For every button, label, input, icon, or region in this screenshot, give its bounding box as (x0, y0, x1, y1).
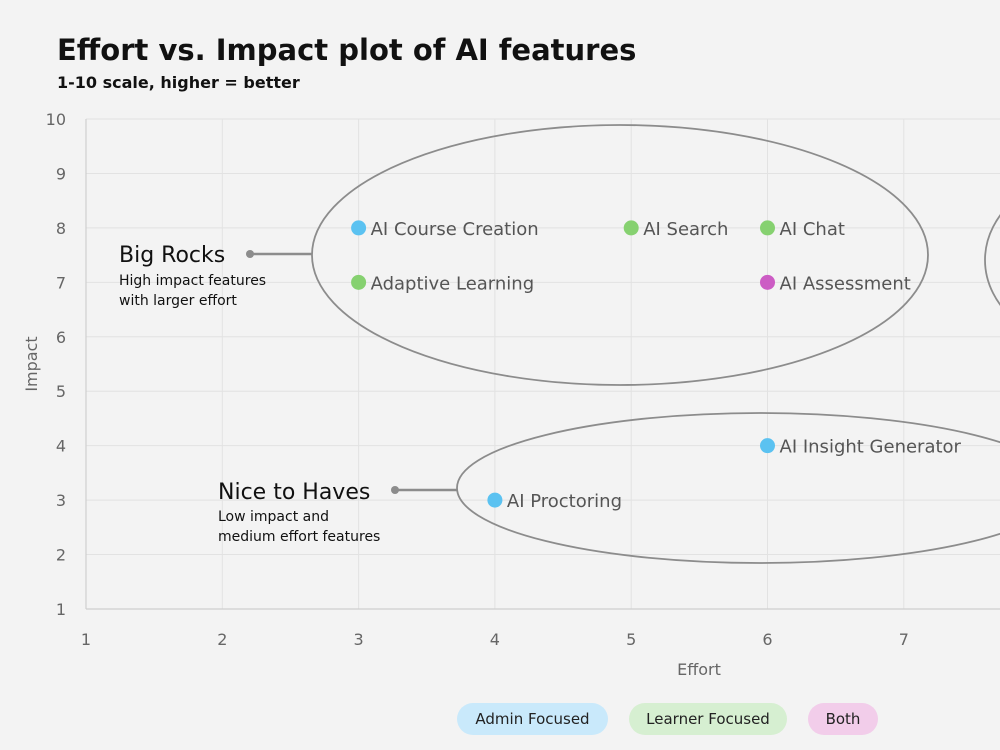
data-point-label: AI Search (643, 219, 728, 240)
y-tick-label: 3 (56, 491, 66, 510)
data-point-label: AI Chat (780, 219, 845, 240)
data-point (487, 492, 503, 508)
x-tick-label: 4 (490, 630, 500, 649)
y-tick-label: 4 (56, 437, 66, 456)
y-tick-label: 8 (56, 219, 66, 238)
big-rocks-connector-dot (246, 250, 254, 258)
x-tick-label: 7 (899, 630, 909, 649)
legend-both: Both (808, 703, 878, 735)
legend-learner-focused: Learner Focused (629, 703, 787, 735)
big-rocks-title: Big Rocks (119, 243, 225, 268)
data-points: AI Course Creation AI Search AI Chat Adapti… (351, 219, 962, 512)
x-tick-label: 3 (354, 630, 364, 649)
data-point (760, 438, 775, 454)
data-point-label: AI Course Creation (371, 219, 539, 240)
data-point (760, 220, 775, 236)
nice-to-haves-connector-dot (391, 486, 399, 494)
y-tick-label: 2 (56, 546, 66, 565)
data-point (351, 274, 367, 290)
data-point-label: AI Assessment (780, 273, 911, 294)
y-tick-label: 7 (56, 273, 66, 292)
data-point (760, 274, 775, 290)
data-point (351, 220, 367, 236)
legend-admin-focused: Admin Focused (457, 703, 608, 735)
y-tick-label: 1 (56, 600, 66, 619)
y-axis-label: Impact (22, 336, 41, 391)
x-tick-label: 5 (626, 630, 636, 649)
axes: 1 2 3 4 5 6 7 8 9 10 1 2 3 4 5 6 7 Effort Impact (22, 110, 1000, 679)
nice-to-haves-desc-line2: medium effort features (218, 529, 380, 545)
group-ellipses (311, 124, 1000, 564)
big-rocks-desc-line2: with larger effort (119, 293, 237, 309)
y-tick-label: 6 (56, 328, 66, 347)
data-point (623, 220, 639, 236)
partial-ellipse-right (984, 214, 1000, 306)
chart-title: Effort vs. Impact plot of AI features (57, 33, 637, 67)
x-tick-label: 2 (217, 630, 227, 649)
data-point-label: Adaptive Learning (371, 273, 535, 294)
y-tick-label: 9 (56, 164, 66, 183)
big-rocks-desc-line1: High impact features (119, 273, 266, 289)
x-tick-label: 6 (762, 630, 772, 649)
x-axis-label: Effort (677, 660, 721, 679)
y-tick-label: 10 (46, 110, 66, 129)
y-tick-label: 5 (56, 382, 66, 401)
chart-subtitle: 1-10 scale, higher = better (57, 73, 300, 92)
annotations: Big Rocks High impact features with larg… (119, 243, 457, 545)
x-tick-label: 1 (81, 630, 91, 649)
nice-to-haves-desc-line1: Low impact and (218, 509, 329, 525)
data-point-label: AI Proctoring (507, 491, 622, 512)
data-point-label: AI Insight Generator (780, 437, 962, 458)
nice-to-haves-ellipse (456, 412, 1000, 564)
nice-to-haves-title: Nice to Haves (218, 480, 370, 505)
big-rocks-ellipse (311, 124, 929, 386)
